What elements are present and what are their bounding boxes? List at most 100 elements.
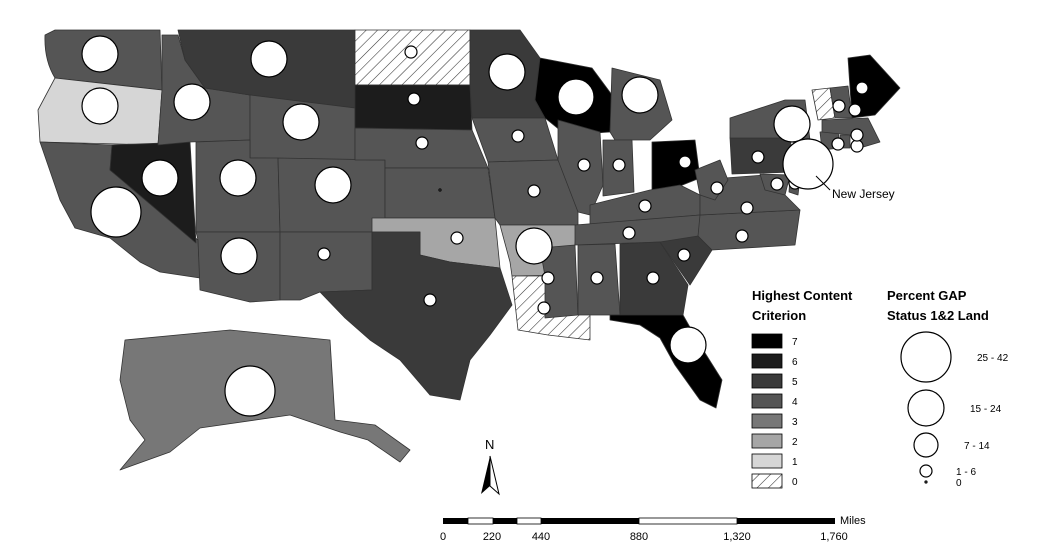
- gap-circle-texas: [423, 293, 437, 307]
- gap-circle-kentucky: [638, 199, 652, 213]
- gap-circle-south-carolina: [677, 248, 691, 262]
- scale-tick-1760: 1,760: [820, 531, 848, 543]
- scale-bar: Miles 0 220 440 880 1,320 1,760: [440, 515, 866, 543]
- gap-circle-south-dakota: [407, 92, 421, 106]
- gap-legend-label-4: 0: [956, 478, 962, 489]
- gap-circle-minnesota: [488, 53, 526, 91]
- state-kansas: [384, 167, 496, 219]
- class-swatch-label-4: 4: [792, 397, 798, 408]
- gap-legend-circle-4: [924, 480, 928, 484]
- class-swatch-7: [751, 333, 783, 349]
- new-jersey-callout: New Jersey: [815, 175, 895, 201]
- gap-legend-title-line1: Percent GAP: [887, 288, 967, 303]
- class-legend-title-line2: Criterion: [752, 308, 806, 323]
- gap-circle-florida: [669, 326, 707, 364]
- class-swatch-label-2: 2: [792, 437, 798, 448]
- class-swatch-2: [751, 433, 783, 449]
- callout-leader-line: [815, 175, 831, 191]
- gap-circle-new-hampshire: [848, 103, 862, 117]
- gap-circle-north-carolina: [735, 229, 749, 243]
- class-swatches: 7 6 5 4 3 2 1 0: [751, 333, 798, 489]
- gap-legend-items: 25 - 42 15 - 24 7 - 14 1 - 60: [900, 331, 1009, 489]
- north-arrow: N: [481, 437, 500, 496]
- gap-circle-wisconsin: [557, 78, 595, 116]
- class-swatch-5: [751, 373, 783, 389]
- gap-legend-label-2: 7 - 14: [964, 441, 990, 452]
- gap-legend-circle-3: [919, 464, 933, 478]
- gap-circle-montana: [250, 40, 288, 78]
- class-swatch-label-0: 0: [792, 477, 798, 488]
- gap-circle-missouri: [527, 184, 541, 198]
- gap-circle-oregon: [81, 87, 119, 125]
- state-south-dakota: [354, 84, 473, 131]
- gap-circle-west-virginia: [710, 181, 724, 195]
- gap-legend-circle-0: [900, 331, 952, 383]
- class-swatch-3: [751, 413, 783, 429]
- gap-circle-new-mexico: [317, 247, 331, 261]
- gap-legend: Percent GAP Status 1&2 Land 25 - 42 15 - …: [887, 288, 1009, 489]
- gap-circle-arkansas: [515, 227, 553, 265]
- gap-circle-nebraska: [415, 136, 429, 150]
- gap-circle-indiana: [612, 158, 626, 172]
- scale-tick-440: 440: [532, 531, 550, 543]
- gap-circle-tennessee: [622, 226, 636, 240]
- class-swatch-4: [751, 393, 783, 409]
- state-mississippi: [539, 244, 579, 319]
- gap-circle-new-jersey: [782, 138, 834, 190]
- class-swatch-label-3: 3: [792, 417, 798, 428]
- gap-circle-maine: [855, 81, 869, 95]
- class-swatch-label-1: 1: [792, 457, 798, 468]
- gap-circle-california: [90, 186, 142, 238]
- scale-tick-220: 220: [483, 531, 501, 543]
- gap-circle-connecticut: [831, 137, 845, 151]
- gap-circle-mississippi: [541, 271, 555, 285]
- class-swatch-label-5: 5: [792, 377, 798, 388]
- north-arrow-right-half-icon: [489, 455, 500, 496]
- gap-circle-colorado: [314, 166, 352, 204]
- gap-circle-utah: [219, 159, 257, 197]
- scale-tick-880: 880: [630, 531, 648, 543]
- gap-circle-virginia: [740, 201, 754, 215]
- gap-circle-ohio: [678, 155, 692, 169]
- scale-tick-1320: 1,320: [723, 531, 751, 543]
- gap-circle-louisiana: [537, 301, 551, 315]
- gap-legend-label-0: 25 - 42: [977, 353, 1009, 364]
- north-arrow-left-half-icon: [481, 456, 490, 494]
- gap-circle-arizona: [220, 237, 258, 275]
- gap-circle-georgia: [646, 271, 660, 285]
- gap-circle-michigan: [621, 76, 659, 114]
- state-new-mexico: [279, 231, 373, 301]
- class-swatch-label-6: 6: [792, 357, 798, 368]
- gap-circle-alaska: [224, 365, 276, 417]
- gap-legend-circle-2: [913, 432, 939, 458]
- state-florida: [609, 314, 723, 409]
- gap-circle-wyoming: [282, 103, 320, 141]
- gap-circle-iowa: [511, 129, 525, 143]
- gap-circle-alabama: [590, 271, 604, 285]
- gap-circle-vermont: [832, 99, 846, 113]
- gap-circle-pennsylvania: [751, 150, 765, 164]
- state-ohio: [651, 139, 701, 193]
- gap-circle-idaho: [173, 83, 211, 121]
- gap-legend-circle-1: [907, 389, 945, 427]
- gap-circle-new-york: [773, 105, 811, 143]
- gap-legend-label-1: 15 - 24: [970, 404, 1002, 415]
- gap-circle-washington: [81, 35, 119, 73]
- scale-tick-0: 0: [440, 531, 446, 543]
- gap-circle-massachusetts: [850, 128, 864, 142]
- gap-circle-nevada: [141, 159, 179, 197]
- gap-circle-rhode-island: [850, 139, 864, 153]
- gap-circles-layer: [81, 35, 869, 417]
- class-legend: Highest Content Criterion 7 6 5 4 3 2 1 0: [751, 288, 853, 489]
- gap-circle-kansas: [438, 188, 442, 192]
- scale-unit-label: Miles: [840, 515, 866, 527]
- class-swatch-1: [751, 453, 783, 469]
- state-north-carolina: [697, 209, 801, 251]
- gap-circle-maryland: [770, 177, 784, 191]
- gap-circle-oklahoma: [450, 231, 464, 245]
- north-arrow-label: N: [485, 437, 494, 452]
- class-swatch-6: [751, 353, 783, 369]
- new-jersey-label: New Jersey: [832, 187, 895, 201]
- gap-circle-illinois: [577, 158, 591, 172]
